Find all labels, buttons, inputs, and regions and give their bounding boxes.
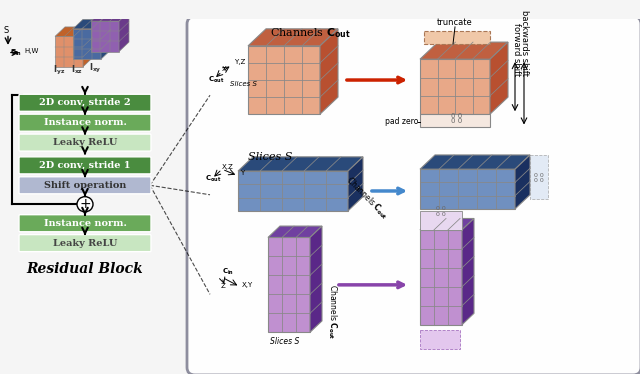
Text: $\mathbf{C_{in}}$: $\mathbf{C_{in}}$ xyxy=(222,267,234,277)
FancyBboxPatch shape xyxy=(420,114,490,128)
Text: 0 0: 0 0 xyxy=(451,118,462,124)
Text: 2D conv, stride 2: 2D conv, stride 2 xyxy=(39,98,131,107)
Bar xyxy=(424,31,490,44)
Polygon shape xyxy=(55,27,93,36)
Text: 0 0
0 0: 0 0 0 0 xyxy=(436,206,446,217)
Text: $\mathbf{C_{out}}$: $\mathbf{C_{out}}$ xyxy=(208,75,225,85)
Polygon shape xyxy=(320,29,338,114)
Polygon shape xyxy=(420,169,515,209)
Text: Channels $\mathbf{C_{out}}$: Channels $\mathbf{C_{out}}$ xyxy=(269,27,350,40)
Bar xyxy=(420,330,460,349)
Polygon shape xyxy=(420,155,530,169)
Text: Leaky ReLU: Leaky ReLU xyxy=(53,138,117,147)
Text: Slices S: Slices S xyxy=(270,337,300,346)
Text: Instance norm.: Instance norm. xyxy=(44,219,127,228)
Text: Instance norm.: Instance norm. xyxy=(44,118,127,127)
Text: pad zero: pad zero xyxy=(385,117,418,126)
Polygon shape xyxy=(91,21,119,52)
Text: X: X xyxy=(222,67,227,73)
Text: Leaky ReLU: Leaky ReLU xyxy=(53,239,117,248)
Polygon shape xyxy=(101,19,111,59)
Text: Channels $\mathbf{C_{out}}$: Channels $\mathbf{C_{out}}$ xyxy=(343,174,391,222)
Text: $\mathbf{I_{yz}}$: $\mathbf{I_{yz}}$ xyxy=(53,64,65,77)
Polygon shape xyxy=(420,42,508,59)
Polygon shape xyxy=(73,29,101,59)
Polygon shape xyxy=(119,12,129,52)
Polygon shape xyxy=(348,157,363,211)
Text: Slices S: Slices S xyxy=(230,81,257,87)
Polygon shape xyxy=(490,42,508,114)
Text: Channels $\mathbf{C_{out}}$: Channels $\mathbf{C_{out}}$ xyxy=(326,284,339,340)
Text: X,Z: X,Z xyxy=(222,164,234,170)
Text: S: S xyxy=(3,25,8,35)
Text: 0 0: 0 0 xyxy=(451,113,462,119)
Text: Residual Block: Residual Block xyxy=(27,262,143,276)
FancyBboxPatch shape xyxy=(530,155,548,199)
Circle shape xyxy=(77,197,93,212)
Polygon shape xyxy=(238,157,363,171)
Polygon shape xyxy=(73,19,111,29)
FancyBboxPatch shape xyxy=(187,16,640,374)
FancyBboxPatch shape xyxy=(19,94,151,111)
Text: Shift operation: Shift operation xyxy=(44,181,126,190)
Polygon shape xyxy=(268,237,310,332)
Polygon shape xyxy=(238,171,348,211)
Text: 2D conv, stride 1: 2D conv, stride 1 xyxy=(39,161,131,170)
Polygon shape xyxy=(420,218,474,230)
Text: truncate: truncate xyxy=(437,18,473,27)
FancyBboxPatch shape xyxy=(19,157,151,174)
Polygon shape xyxy=(515,155,530,209)
Text: $\mathbf{C_{out}}$: $\mathbf{C_{out}}$ xyxy=(205,174,221,184)
Polygon shape xyxy=(268,226,322,237)
Text: H,W: H,W xyxy=(24,47,38,53)
Text: X,Y: X,Y xyxy=(242,282,253,288)
Polygon shape xyxy=(55,36,83,67)
Text: $\mathbf{C_{in}}$: $\mathbf{C_{in}}$ xyxy=(10,47,22,58)
FancyBboxPatch shape xyxy=(420,211,462,230)
Text: Y,Z: Y,Z xyxy=(234,59,245,65)
FancyBboxPatch shape xyxy=(19,177,151,194)
Text: backwards shift: backwards shift xyxy=(520,10,529,76)
Text: $\mathbf{I_{xz}}$: $\mathbf{I_{xz}}$ xyxy=(71,64,83,76)
Polygon shape xyxy=(462,218,474,325)
FancyBboxPatch shape xyxy=(19,134,151,151)
FancyBboxPatch shape xyxy=(19,114,151,131)
Polygon shape xyxy=(310,226,322,332)
Polygon shape xyxy=(248,46,320,114)
Polygon shape xyxy=(248,29,338,46)
Polygon shape xyxy=(420,230,462,325)
FancyBboxPatch shape xyxy=(19,234,151,252)
Polygon shape xyxy=(91,12,129,21)
Text: Y: Y xyxy=(240,170,244,176)
Text: 0 0
0 0: 0 0 0 0 xyxy=(534,173,544,183)
Text: +: + xyxy=(79,197,91,211)
Polygon shape xyxy=(420,59,490,114)
FancyBboxPatch shape xyxy=(19,215,151,232)
Text: Slices S: Slices S xyxy=(248,152,292,162)
Text: forward shift: forward shift xyxy=(512,23,521,76)
Text: Z: Z xyxy=(221,283,226,289)
Text: $\mathbf{I_{xy}}$: $\mathbf{I_{xy}}$ xyxy=(89,62,101,75)
Polygon shape xyxy=(83,27,93,67)
